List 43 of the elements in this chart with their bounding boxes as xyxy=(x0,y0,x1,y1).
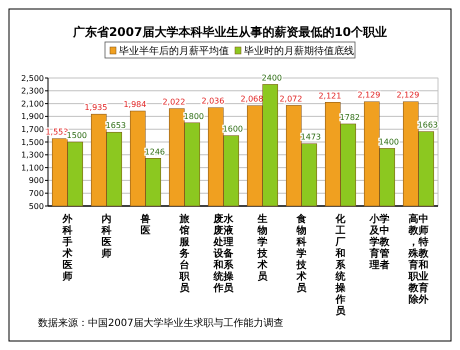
data-label: 1600 xyxy=(222,124,244,134)
y-tick-label: 1,900 xyxy=(21,112,44,122)
data-label: 1473 xyxy=(300,132,322,142)
data-label: 2,022 xyxy=(162,98,186,107)
data-label: 1663 xyxy=(418,120,438,130)
data-label: 1,984 xyxy=(123,100,146,110)
y-tick-label: 1,500 xyxy=(21,138,44,147)
data-label: 2,129 xyxy=(357,90,380,100)
y-tick-label: 2,100 xyxy=(21,99,44,108)
x-tick-label: 旅馆服务台职员 xyxy=(178,213,190,294)
y-tick-label: 1,300 xyxy=(21,150,44,160)
data-label: 1500 xyxy=(66,131,88,140)
x-tick-label: 外科手术医师 xyxy=(62,213,74,282)
y-tick-label: 1,700 xyxy=(21,125,44,134)
data-label: 1782 xyxy=(340,112,360,122)
y-tick-label: 2,300 xyxy=(21,86,44,96)
data-label: 1800 xyxy=(184,112,204,121)
y-tick-label: 1,100 xyxy=(21,163,44,172)
x-tick-label: 小学及中学教育管理者 xyxy=(368,213,390,271)
y-tick-label: 2,500 xyxy=(21,74,44,83)
y-tick-label: 900 xyxy=(28,176,44,186)
y-tick-label: 700 xyxy=(28,189,44,198)
data-label: 2400 xyxy=(262,73,282,82)
legend-label: 毕业时的月薪期待值底线 xyxy=(244,45,354,57)
data-label: 1,935 xyxy=(84,103,108,112)
source-note: 数据来源：中国2007届大学毕业生求职与工作能力调查 xyxy=(38,317,284,329)
x-tick-label: 内科医师 xyxy=(100,213,112,260)
data-label: 1246 xyxy=(144,147,166,156)
data-label: 2,072 xyxy=(279,94,302,104)
data-label: 2,036 xyxy=(201,96,224,106)
data-label: 2,121 xyxy=(318,91,342,100)
x-tick-label: 高中教师，特殊教育和职业教育除外 xyxy=(408,213,430,306)
x-tick-label: 兽医 xyxy=(140,213,150,236)
category-label: 化工厂和系统操作员 xyxy=(336,214,346,317)
y-tick-label: 500 xyxy=(28,202,44,211)
x-tick-label: 废水废液处理设备和系统操作员 xyxy=(212,213,234,294)
data-label: 1653 xyxy=(106,121,126,130)
data-label: 2,129 xyxy=(396,90,420,100)
x-tick-label: 生物学技术员 xyxy=(256,213,268,282)
data-label: 1400 xyxy=(378,137,400,146)
x-tick-label: 食物科学技术员 xyxy=(296,213,308,294)
chart-title: 广东省2007届大学本科毕业生从事的薪资最低的10个职业 xyxy=(72,25,388,39)
legend-label: 毕业半年后的月薪平均值 xyxy=(119,45,229,57)
